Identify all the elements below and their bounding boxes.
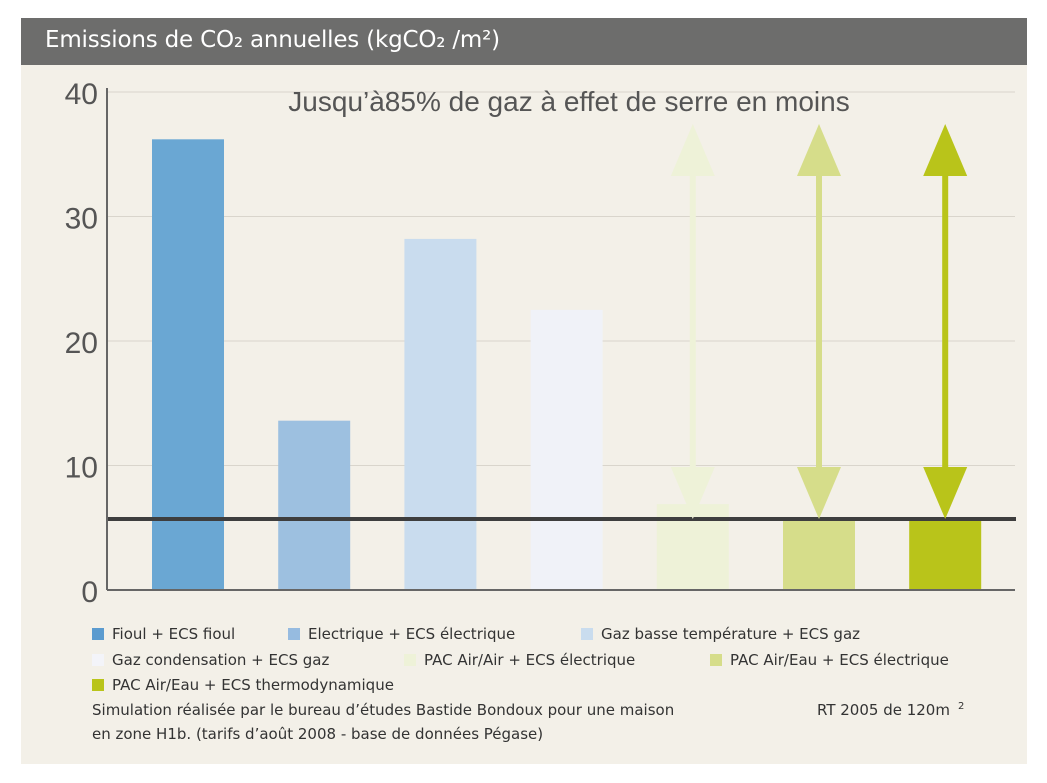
arrow-head-up: [670, 124, 715, 176]
legend-label: PAC Air/Eau + ECS électrique: [730, 651, 949, 669]
legend-label: PAC Air/Air + ECS électrique: [424, 651, 636, 669]
note-line-1-right: RT 2005 de 120m 2: [817, 701, 964, 719]
bar: [783, 519, 855, 590]
legend-item-fioul: Fioul + ECS fioul: [92, 625, 235, 643]
legend-item-pac-air-air: PAC Air/Air + ECS électrique: [404, 651, 635, 669]
legend-label: Gaz condensation + ECS gaz: [112, 651, 330, 669]
chart-title: Jusqu’à85% de gaz à effet de serre en mo…: [288, 86, 849, 117]
legend-item-electrique: Electrique + ECS électrique: [288, 625, 515, 643]
y-tick-label: 10: [65, 452, 98, 485]
arrow-head-down: [797, 467, 841, 520]
bar: [278, 420, 351, 590]
legend-label: Fioul + ECS fioul: [112, 625, 236, 643]
legend-label: PAC Air/Eau + ECS thermodynamique: [112, 676, 394, 694]
arrow-head-up: [923, 124, 968, 176]
legend-label: Electrique + ECS électrique: [308, 625, 516, 643]
legend-item-pac-air-eau-electrique: PAC Air/Eau + ECS électrique: [710, 651, 949, 669]
legend-swatch: [92, 679, 104, 691]
legend-swatch: [581, 628, 593, 640]
legend-swatch: [710, 654, 722, 666]
arrow-shaft: [689, 174, 696, 470]
y-tick-label: 20: [65, 327, 98, 360]
bar: [909, 519, 982, 590]
legend-swatch: [92, 628, 104, 640]
note-line-1: Simulation réalisée par le bureau d’étud…: [92, 701, 675, 719]
legend-swatch: [288, 628, 300, 640]
chart-header: Emissions de CO₂ annuelles (kgCO₂ /m²): [21, 18, 1027, 65]
arrow-head-down: [923, 467, 968, 520]
reduction-arrow: [923, 124, 968, 520]
legend-label: Gaz basse température + ECS gaz: [601, 625, 861, 643]
legend-swatch: [404, 654, 416, 666]
legend-item-gaz-basse-temperature: Gaz basse température + ECS gaz: [581, 625, 860, 643]
y-tick-label: 40: [65, 78, 98, 111]
note-rt2005: RT 2005 de 120m: [817, 701, 950, 719]
header-title: Emissions de CO₂ annuelles (kgCO₂ /m²): [45, 27, 500, 53]
note-line-2: en zone H1b. (tarifs d’août 2008 - base …: [92, 725, 544, 743]
bar: [404, 238, 477, 590]
legend-swatch: [92, 654, 104, 666]
arrow-head-up: [797, 124, 841, 176]
reduction-arrow: [797, 124, 841, 520]
legend-item-pac-air-eau-thermodynamique: PAC Air/Eau + ECS thermodynamique: [92, 676, 394, 694]
bar: [530, 309, 603, 590]
legend-item-gaz-condensation: Gaz condensation + ECS gaz: [92, 651, 329, 669]
note-superscript: 2: [957, 701, 965, 712]
arrow-shaft: [942, 174, 949, 470]
y-tick-label: 30: [65, 203, 98, 236]
arrow-shaft: [816, 174, 822, 470]
y-tick-label: 0: [81, 576, 98, 609]
bar: [152, 139, 224, 590]
arrow-head-down: [670, 467, 715, 520]
reduction-arrow: [670, 124, 715, 520]
